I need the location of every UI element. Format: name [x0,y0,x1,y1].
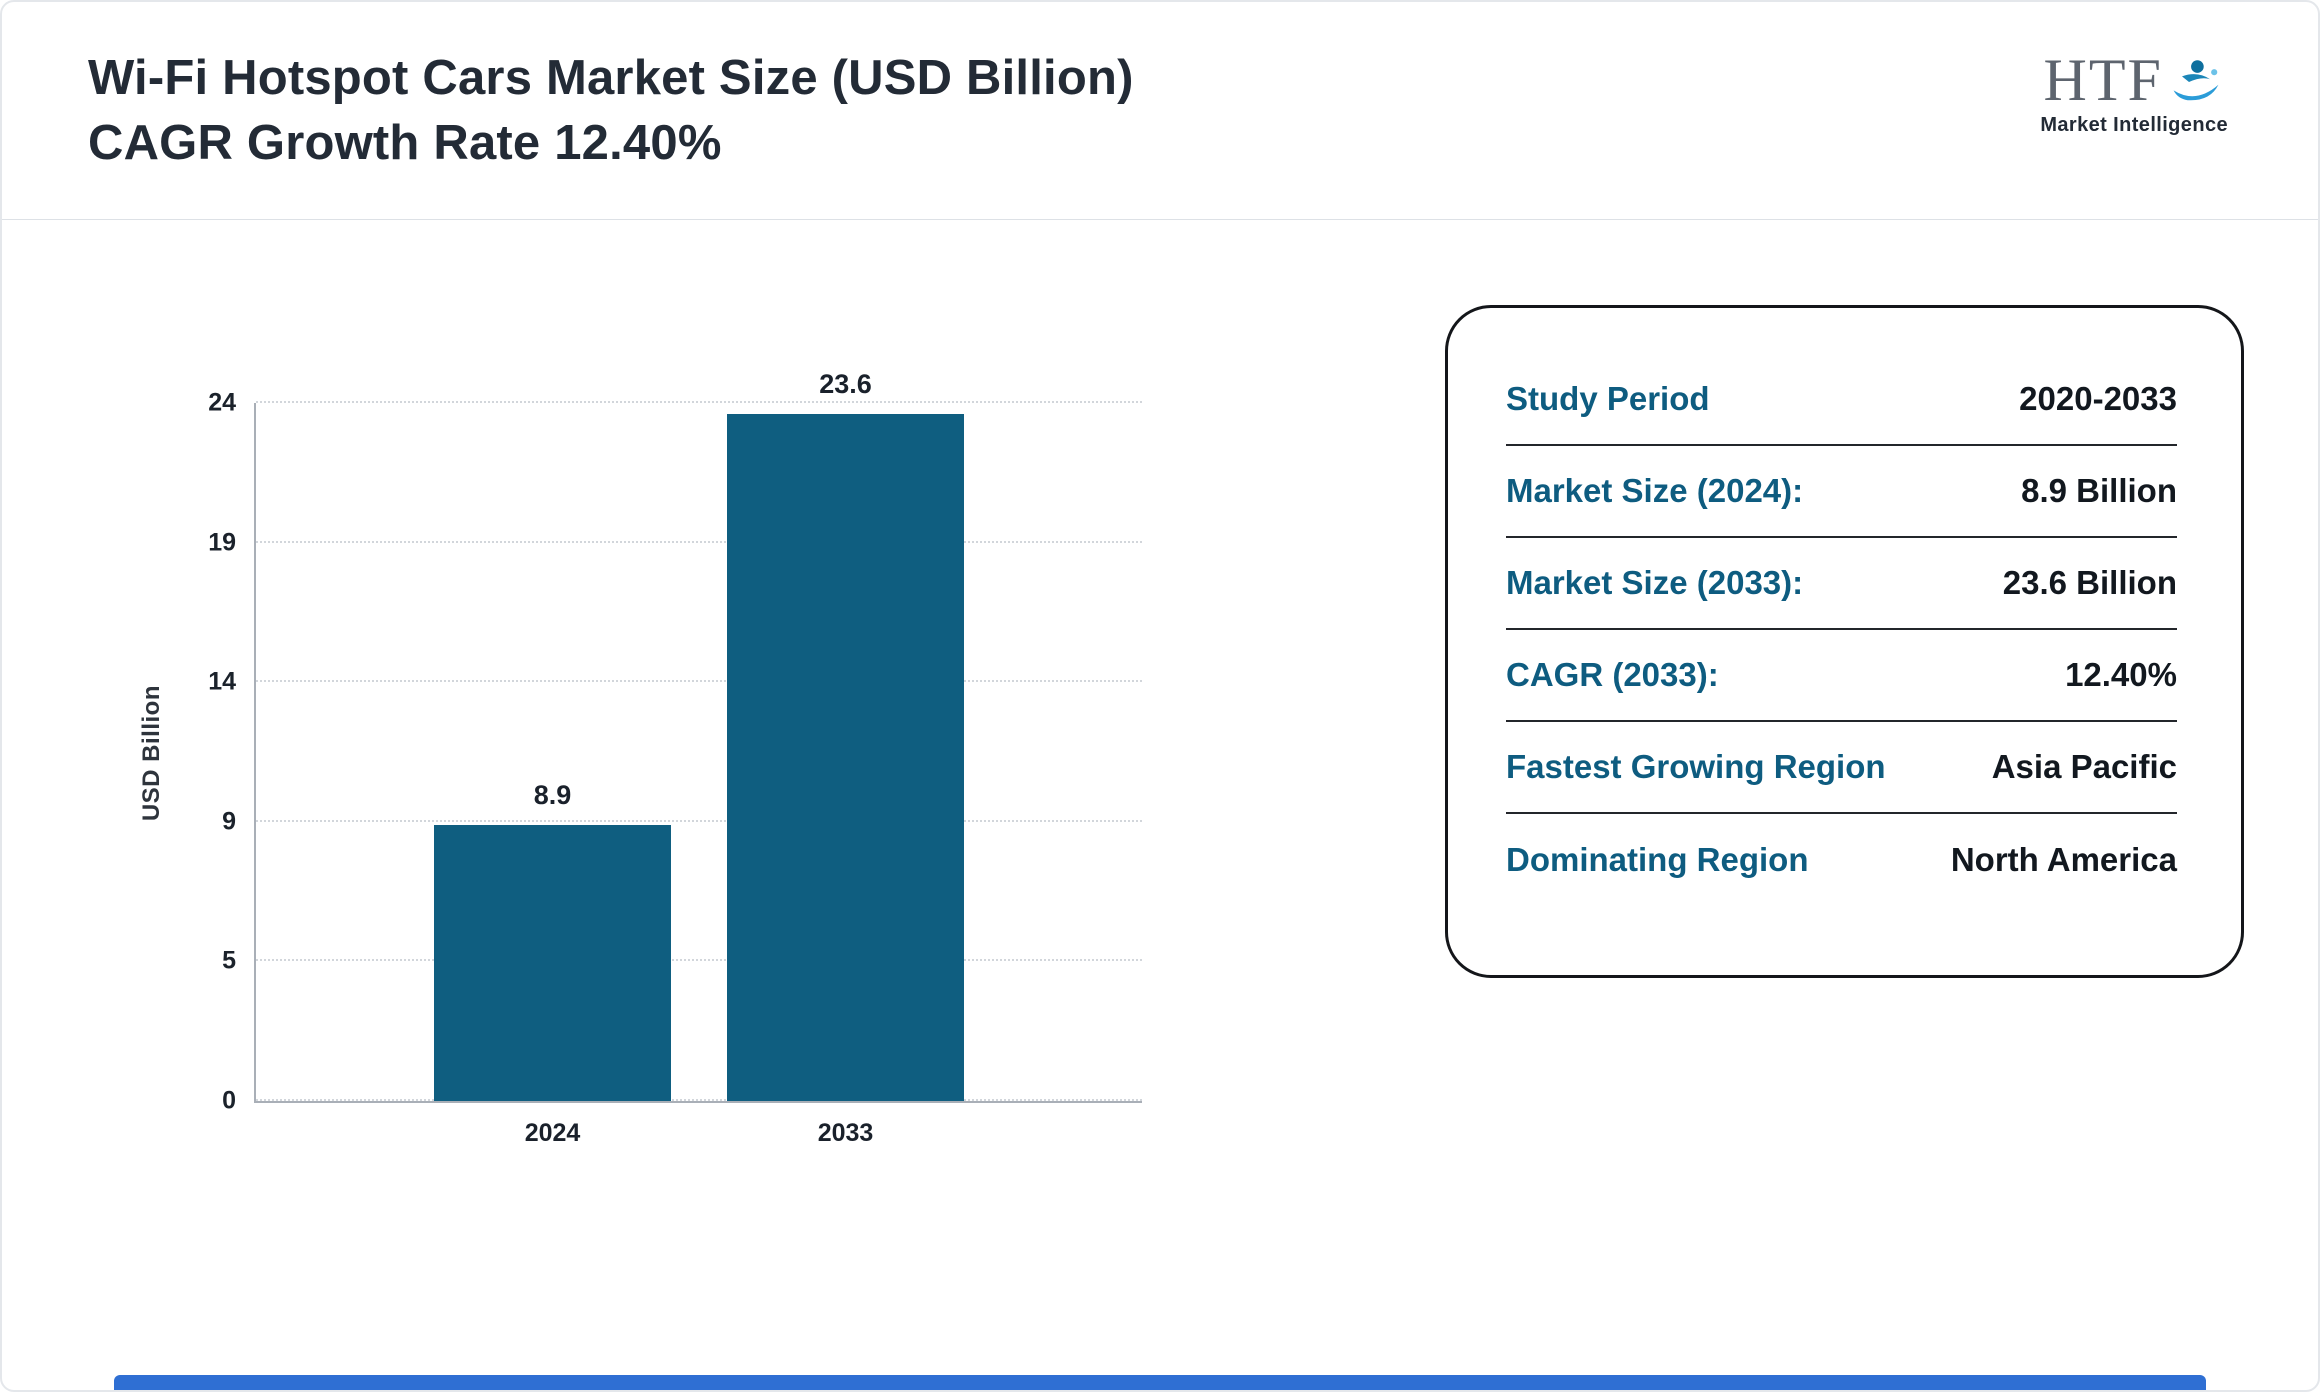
logo: HTF Market Intelligence [2040,47,2228,137]
y-tick-label: 14 [208,667,236,696]
panel-row: Market Size (2024): 8.9 Billion [1506,446,2177,538]
gridline [256,959,1142,962]
panel-row-value: 2020-2033 [2019,380,2177,417]
x-tick-label: 2024 [524,1119,581,1147]
panel-row-label: Dominating Region [1506,841,1809,878]
page-title: Wi-Fi Hotspot Cars Market Size (USD Bill… [88,46,1134,175]
panel-row-value: 23.6 Billion [2002,564,2177,601]
panel-row: Dominating Region North America [1506,814,2177,906]
panel-row: Fastest Growing Region Asia Pacific [1506,722,2177,814]
panel-row: Market Size (2033): 23.6 Billion [1506,538,2177,630]
y-axis-title: USD Billion [138,684,165,822]
bar-value-label: 8.9 [533,780,572,811]
panel-row: CAGR (2033): 12.40% [1506,630,2177,722]
bar-2024 [434,825,671,1101]
bar-value-label: 23.6 [819,369,872,400]
bar-2033 [727,414,964,1101]
y-tick-label: 9 [222,807,236,836]
bar-group: 8.9 2024 [434,403,671,1147]
panel-row-label: CAGR (2033): [1506,656,1719,693]
header: Wi-Fi Hotspot Cars Market Size (USD Bill… [2,2,2318,219]
panel-row-label: Fastest Growing Region [1506,748,1886,785]
y-tick-label: 24 [208,388,236,417]
panel-row-value: North America [1950,841,2177,878]
page-title-line1: Wi-Fi Hotspot Cars Market Size (USD Bill… [88,51,1134,105]
y-tick-label: 19 [208,528,236,557]
gridline [256,680,1142,683]
plot-area: 8.9 2024 23.6 2033 0 5 9 14 19 24 [208,369,1142,1147]
gridline [256,1099,1142,1101]
page-title-line2: CAGR Growth Rate 12.40% [88,115,722,170]
panel-row-label: Market Size (2033): [1506,564,1804,601]
panel-row: Study Period 2020-2033 [1506,354,2177,446]
y-tick-label: 0 [222,1086,236,1115]
x-tick-label: 2033 [817,1119,874,1147]
bar-group: 23.6 2033 [727,369,964,1147]
logo-subtext: Market Intelligence [2040,114,2228,136]
logo-row: HTF [2040,47,2228,113]
bars: 8.9 2024 23.6 2033 [256,369,1142,1147]
y-tick-label: 5 [222,946,236,975]
logo-text: HTF [2043,47,2163,113]
panel-row-label: Study Period [1506,380,1710,417]
gridline [256,401,1142,403]
logo-swoosh-icon [2173,60,2219,101]
header-divider [2,219,2318,220]
footer-strip [114,1375,2206,1390]
panel-row-value: Asia Pacific [1991,748,2177,785]
summary-panel: Study Period 2020-2033 Market Size (2024… [1445,305,2244,978]
gridline [256,819,1142,822]
y-axis-title-wrap: USD Billion [130,403,174,1103]
gridline [256,540,1142,543]
panel-row-value: 12.40% [2065,656,2177,693]
panel-row-value: 8.9 Billion [2021,472,2177,509]
panel-row-label: Market Size (2024): [1506,472,1804,509]
